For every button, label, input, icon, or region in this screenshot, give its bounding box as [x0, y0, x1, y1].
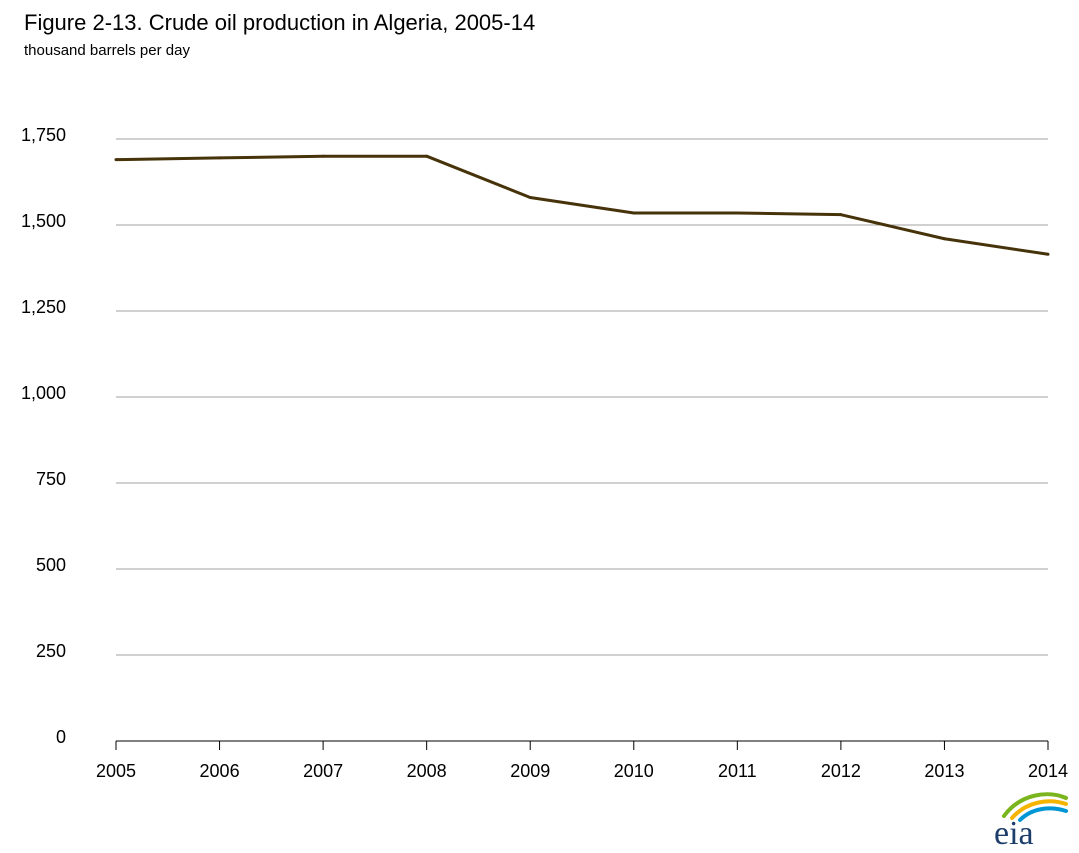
- x-tick-label: 2005: [96, 761, 136, 781]
- eia-logo: eia: [994, 792, 1068, 848]
- x-tick-label: 2006: [200, 761, 240, 781]
- y-tick-label: 250: [36, 641, 66, 661]
- data-point: [735, 211, 739, 215]
- gridlines: [116, 138, 1048, 656]
- series-line: [115, 154, 1049, 256]
- y-axis-tick-labels: 0 250 500 750 1,000 1,250 1,500 1,750: [21, 125, 66, 747]
- y-tick-label: 0: [56, 727, 66, 747]
- y-tick-label: 1,500: [21, 211, 66, 231]
- x-tick-label: 2011: [718, 761, 757, 781]
- x-tick-label: 2009: [510, 761, 550, 781]
- data-point: [425, 154, 429, 158]
- x-tick-label: 2010: [614, 761, 654, 781]
- y-tick-label: 500: [36, 555, 66, 575]
- y-tick-label: 1,000: [21, 383, 66, 403]
- x-tick-label: 2008: [407, 761, 447, 781]
- x-tick-label: 2007: [303, 761, 343, 781]
- x-tick-label: 2012: [821, 761, 861, 781]
- data-point: [528, 195, 532, 199]
- data-point: [942, 237, 946, 241]
- chart-subtitle: thousand barrels per day: [24, 42, 190, 59]
- x-tick-label: 2013: [924, 761, 964, 781]
- y-tick-label: 1,250: [21, 297, 66, 317]
- data-point: [321, 154, 325, 158]
- y-tick-label: 1,750: [21, 125, 66, 145]
- data-point: [218, 156, 222, 160]
- data-point: [114, 158, 118, 162]
- series-layer: [114, 154, 1050, 256]
- data-point: [632, 211, 636, 215]
- svg-text:eia: eia: [994, 815, 1034, 848]
- x-axis: 2005 2006 2007 2008 2009 2010 2011 2012 2013 2014: [96, 740, 1068, 781]
- data-point: [1046, 252, 1050, 256]
- x-tick-label: 2014: [1028, 761, 1068, 781]
- data-point: [839, 213, 843, 217]
- y-tick-label: 750: [36, 469, 66, 489]
- chart-title: Figure 2-13. Crude oil production in Alg…: [24, 10, 536, 35]
